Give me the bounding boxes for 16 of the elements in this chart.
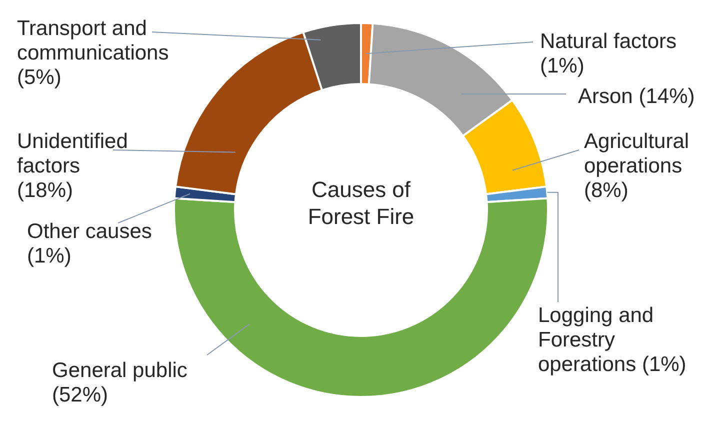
data-label: (8%) <box>584 179 628 202</box>
data-label: (1%) <box>642 353 686 376</box>
slice-label: Agricultural operations <box>584 130 690 178</box>
slice-label: Transport and communications <box>17 17 169 64</box>
slice-label: Unidentified factors <box>17 130 128 178</box>
data-label: (1%) <box>27 244 72 268</box>
slice-label: Arson <box>578 85 633 108</box>
slice-label: Other causes <box>27 220 152 243</box>
data-label: (52%) <box>52 384 108 406</box>
slice-label: General public <box>52 359 188 382</box>
data-label: (18%) <box>17 179 74 202</box>
data-label: (5%) <box>17 66 62 89</box>
data-label: (14%) <box>638 85 695 108</box>
text: Causes of Forest Fire <box>306 176 416 230</box>
data-label: (1%) <box>540 54 584 78</box>
slice-label: Natural factors <box>540 30 677 53</box>
